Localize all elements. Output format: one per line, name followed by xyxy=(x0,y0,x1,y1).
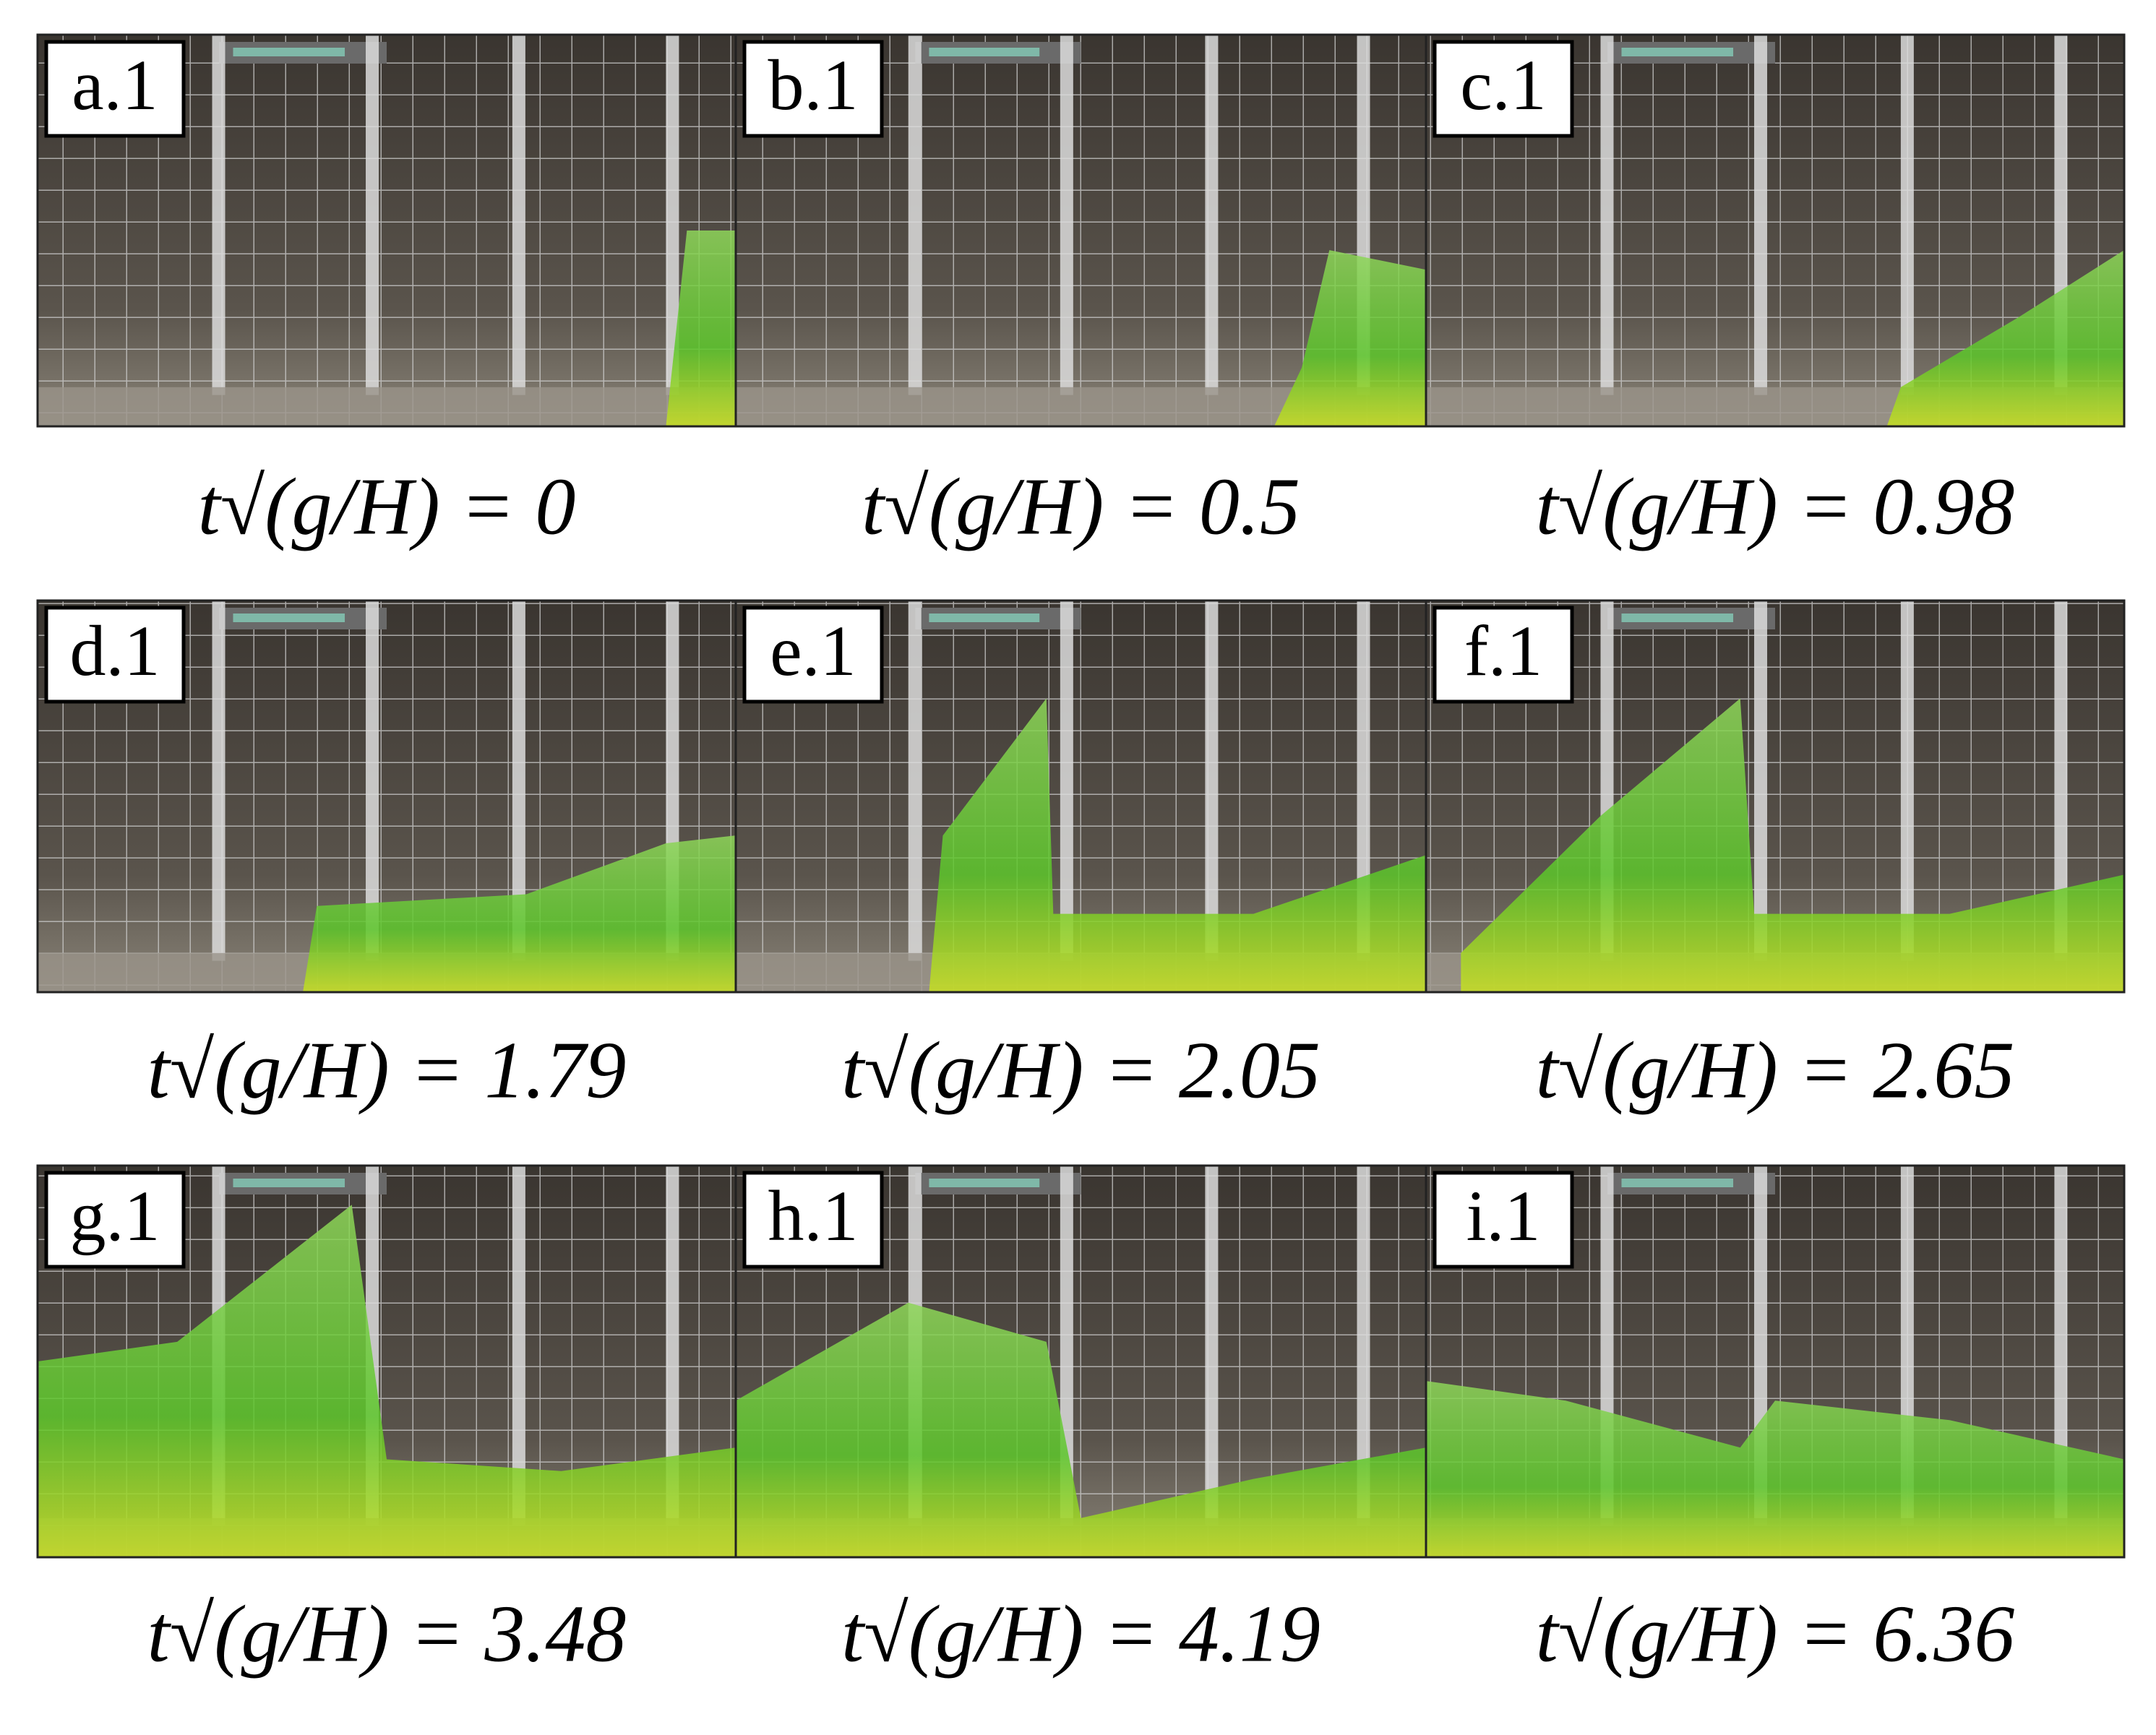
panel-label: a.1 xyxy=(72,45,158,125)
panel: c.1 t√(g/H) = 0.98 xyxy=(1425,33,2126,552)
post xyxy=(1357,600,1370,961)
post xyxy=(908,35,922,395)
caption: t√(g/H) = 6.36 xyxy=(1536,1590,2015,1679)
post xyxy=(512,1166,525,1526)
frame-bar xyxy=(1621,614,1734,622)
post xyxy=(1754,600,1768,961)
label-box xyxy=(742,606,884,704)
panel: f.1 t√(g/H) = 2.65 xyxy=(1425,599,2126,1116)
label-box xyxy=(44,1171,186,1269)
frame-bar xyxy=(929,48,1040,56)
post xyxy=(666,35,679,395)
panel: h.1 t√(g/H) = 4.19 xyxy=(734,1164,1427,1679)
label-box xyxy=(44,606,186,704)
frame-bar xyxy=(1621,1179,1734,1187)
panel-label: e.1 xyxy=(770,611,856,691)
water xyxy=(38,1205,736,1557)
post xyxy=(1900,600,1914,961)
panel: e.1 t√(g/H) = 2.05 xyxy=(734,599,1427,1116)
water xyxy=(1461,698,2124,992)
caption: t√(g/H) = 0.5 xyxy=(862,462,1300,552)
post xyxy=(366,600,379,961)
panel: g.1 t√(g/H) = 3.48 xyxy=(36,1164,737,1679)
frame-bar xyxy=(1621,48,1734,56)
frame-bar xyxy=(233,614,345,622)
panel-label: b.1 xyxy=(768,45,859,125)
post xyxy=(212,35,226,395)
caption: t√(g/H) = 2.05 xyxy=(841,1026,1320,1116)
label-box xyxy=(1433,40,1574,138)
caption: t√(g/H) = 2.65 xyxy=(1536,1026,2015,1116)
panel-label: i.1 xyxy=(1466,1176,1541,1256)
water xyxy=(929,698,1426,992)
tank-floor xyxy=(38,387,736,426)
panel: a.1 t√(g/H) = 0 xyxy=(36,33,737,552)
post xyxy=(512,35,525,395)
panel-label: d.1 xyxy=(70,611,160,691)
post xyxy=(1060,600,1073,961)
post xyxy=(1600,35,1614,395)
post xyxy=(2054,1166,2068,1526)
caption: t√(g/H) = 1.79 xyxy=(147,1026,627,1116)
frame-bar xyxy=(929,614,1040,622)
post xyxy=(1205,1166,1219,1526)
frame-bar xyxy=(233,1179,345,1187)
water xyxy=(736,1302,1426,1557)
post xyxy=(212,600,226,961)
label-box xyxy=(44,40,186,138)
panel-label: h.1 xyxy=(768,1176,859,1256)
post xyxy=(1754,35,1768,395)
caption: t√(g/H) = 0 xyxy=(198,462,576,552)
label-box xyxy=(742,40,884,138)
panel-label: c.1 xyxy=(1460,45,1546,125)
post xyxy=(1060,35,1073,395)
water xyxy=(303,835,736,992)
panel: i.1 t√(g/H) = 6.36 xyxy=(1425,1164,2126,1679)
post xyxy=(2054,600,2068,961)
post xyxy=(666,1166,679,1526)
label-box xyxy=(1433,606,1574,704)
post xyxy=(1357,1166,1370,1526)
post xyxy=(1205,600,1219,961)
post xyxy=(512,600,525,961)
post xyxy=(1205,35,1219,395)
post xyxy=(908,600,922,961)
photo-border xyxy=(1425,33,2126,428)
caption: t√(g/H) = 0.98 xyxy=(1536,462,2015,552)
label-box xyxy=(1433,1171,1574,1269)
water xyxy=(1426,1381,2124,1557)
water xyxy=(1274,250,1426,426)
label-box xyxy=(742,1171,884,1269)
photo-border xyxy=(1425,599,2126,994)
caption: t√(g/H) = 3.48 xyxy=(147,1590,627,1679)
panel: d.1 t√(g/H) = 1.79 xyxy=(36,599,737,1116)
photo-border xyxy=(1425,1164,2126,1559)
frame-bar xyxy=(929,1179,1040,1187)
post xyxy=(366,35,379,395)
frame-bar xyxy=(233,48,345,56)
water xyxy=(666,231,736,426)
water xyxy=(1886,250,2124,426)
caption: t√(g/H) = 4.19 xyxy=(841,1590,1320,1679)
panel: b.1 t√(g/H) = 0.5 xyxy=(734,33,1427,552)
post xyxy=(1900,35,1914,395)
panel-label: g.1 xyxy=(70,1176,160,1256)
panel-label: f.1 xyxy=(1464,611,1542,691)
